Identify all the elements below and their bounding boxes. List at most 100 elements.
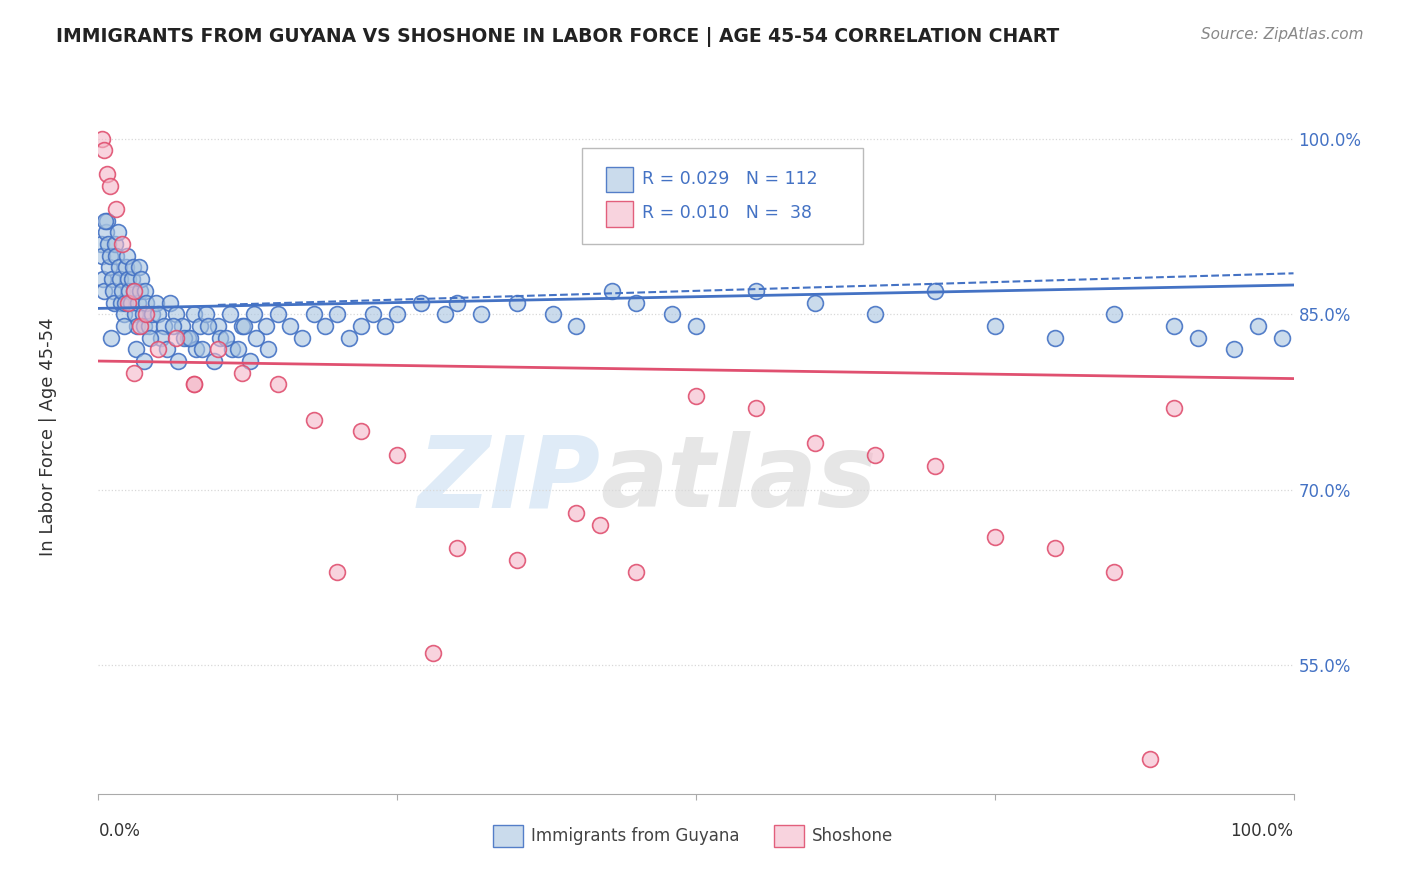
Point [105, 202, 128, 216]
Point [115, 260, 138, 275]
Point [135, 295, 157, 310]
Point [374, 318, 396, 333]
Point [112, 318, 135, 333]
Point [90, 237, 112, 252]
Point [124, 307, 146, 321]
Point [207, 318, 229, 333]
Bar [606, 167, 633, 193]
Point [148, 343, 170, 357]
Point [602, 284, 624, 298]
Point [183, 307, 205, 321]
Point [865, 448, 887, 462]
Point [411, 295, 433, 310]
Point [124, 366, 146, 380]
Point [661, 307, 683, 321]
Point [804, 436, 827, 450]
Point [165, 307, 187, 321]
Point [984, 318, 1007, 333]
Point [125, 343, 148, 357]
Bar [494, 824, 523, 847]
Point [565, 506, 588, 520]
Point [470, 307, 492, 321]
Point [138, 318, 160, 333]
Point [267, 377, 290, 392]
Text: ZIP: ZIP [418, 432, 600, 528]
Point [434, 307, 457, 321]
Point [1043, 331, 1066, 345]
Point [162, 318, 184, 333]
Point [1104, 565, 1126, 579]
Point [1163, 318, 1185, 333]
Bar [773, 824, 804, 847]
Point [165, 331, 187, 345]
Point [183, 377, 205, 392]
Text: 0.0%: 0.0% [98, 822, 141, 840]
Point [145, 295, 167, 310]
Point [350, 318, 373, 333]
Point [1247, 318, 1270, 333]
Point [984, 529, 1007, 543]
Point [141, 307, 163, 321]
Point [188, 318, 211, 333]
Point [117, 295, 139, 310]
Text: 100.0%: 100.0% [1230, 822, 1294, 840]
Point [541, 307, 564, 321]
Point [100, 272, 122, 286]
Point [302, 307, 325, 321]
Point [94, 213, 117, 227]
Point [148, 307, 170, 321]
Point [506, 295, 529, 310]
Point [215, 331, 238, 345]
Point [107, 260, 129, 275]
Point [110, 295, 132, 310]
Point [685, 389, 707, 403]
Point [105, 249, 128, 263]
Text: Immigrants from Guyana: Immigrants from Guyana [531, 827, 740, 845]
Point [172, 318, 194, 333]
Point [173, 331, 195, 345]
Point [278, 318, 301, 333]
Point [104, 237, 127, 252]
Point [124, 284, 146, 298]
Point [111, 237, 134, 252]
Point [191, 343, 214, 357]
Point [302, 412, 325, 426]
Point [446, 295, 468, 310]
Point [117, 272, 139, 286]
Point [131, 307, 153, 321]
Point [385, 307, 409, 321]
Point [98, 249, 122, 263]
Text: R = 0.010   N =  38: R = 0.010 N = 38 [643, 204, 813, 222]
Point [135, 307, 157, 321]
Point [865, 307, 887, 321]
Point [134, 284, 156, 298]
Point [98, 178, 122, 193]
Point [186, 343, 208, 357]
Point [118, 284, 141, 298]
Point [125, 318, 148, 333]
Point [129, 284, 152, 298]
Point [153, 318, 176, 333]
Point [94, 225, 117, 239]
Point [231, 366, 253, 380]
Point [93, 144, 115, 158]
Text: Shoshone: Shoshone [811, 827, 893, 845]
Point [91, 249, 114, 263]
Point [221, 343, 243, 357]
Text: R = 0.029   N = 112: R = 0.029 N = 112 [643, 169, 818, 187]
Point [96, 167, 118, 181]
Point [183, 377, 205, 392]
Point [1271, 331, 1294, 345]
Point [91, 132, 114, 146]
Point [589, 517, 612, 532]
Point [326, 307, 349, 321]
Point [685, 318, 707, 333]
Text: In Labor Force | Age 45-54: In Labor Force | Age 45-54 [39, 318, 58, 557]
Point [114, 295, 136, 310]
Point [93, 284, 115, 298]
Point [363, 307, 385, 321]
Text: IMMIGRANTS FROM GUYANA VS SHOSHONE IN LABOR FORCE | AGE 45-54 CORRELATION CHART: IMMIGRANTS FROM GUYANA VS SHOSHONE IN LA… [56, 27, 1060, 46]
Point [924, 459, 946, 474]
Point [506, 553, 529, 567]
Point [219, 307, 242, 321]
